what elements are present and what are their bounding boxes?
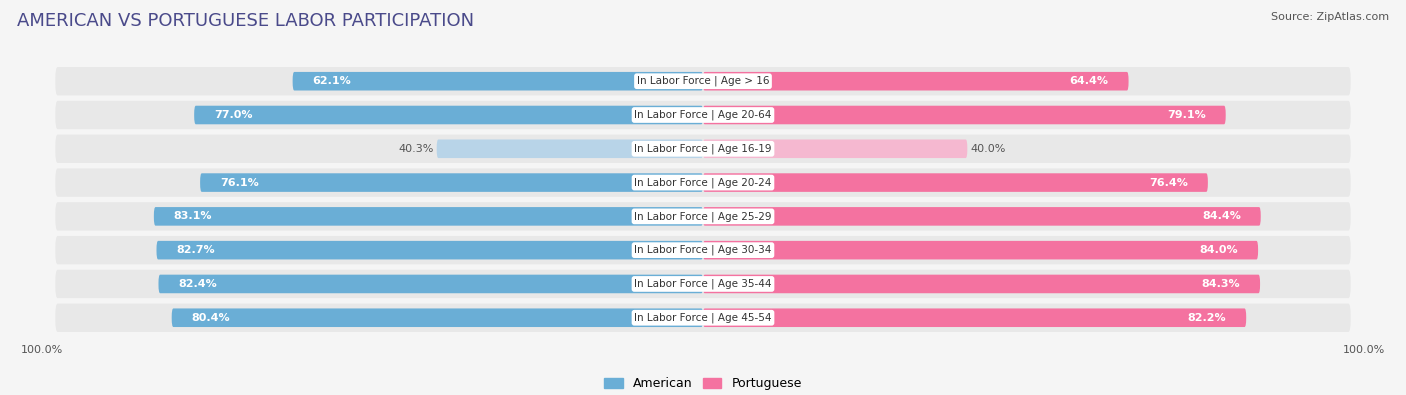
Text: 79.1%: 79.1% bbox=[1167, 110, 1206, 120]
FancyBboxPatch shape bbox=[200, 173, 703, 192]
Text: 40.0%: 40.0% bbox=[970, 144, 1007, 154]
FancyBboxPatch shape bbox=[292, 72, 703, 90]
Text: In Labor Force | Age 25-29: In Labor Force | Age 25-29 bbox=[634, 211, 772, 222]
FancyBboxPatch shape bbox=[703, 72, 1129, 90]
Text: 62.1%: 62.1% bbox=[312, 76, 352, 86]
FancyBboxPatch shape bbox=[703, 241, 1258, 260]
FancyBboxPatch shape bbox=[194, 106, 703, 124]
Text: 83.1%: 83.1% bbox=[174, 211, 212, 221]
Legend: American, Portuguese: American, Portuguese bbox=[599, 372, 807, 395]
FancyBboxPatch shape bbox=[703, 139, 967, 158]
Text: 82.7%: 82.7% bbox=[176, 245, 215, 255]
FancyBboxPatch shape bbox=[703, 275, 1260, 293]
Text: 77.0%: 77.0% bbox=[214, 110, 253, 120]
FancyBboxPatch shape bbox=[703, 308, 1246, 327]
Text: In Labor Force | Age 45-54: In Labor Force | Age 45-54 bbox=[634, 312, 772, 323]
FancyBboxPatch shape bbox=[55, 101, 1351, 129]
Text: 84.3%: 84.3% bbox=[1202, 279, 1240, 289]
FancyBboxPatch shape bbox=[55, 168, 1351, 197]
Text: 84.0%: 84.0% bbox=[1199, 245, 1239, 255]
Text: In Labor Force | Age 20-24: In Labor Force | Age 20-24 bbox=[634, 177, 772, 188]
FancyBboxPatch shape bbox=[703, 106, 1226, 124]
FancyBboxPatch shape bbox=[55, 202, 1351, 231]
Text: 76.4%: 76.4% bbox=[1149, 178, 1188, 188]
Text: 40.3%: 40.3% bbox=[398, 144, 433, 154]
FancyBboxPatch shape bbox=[55, 236, 1351, 264]
FancyBboxPatch shape bbox=[55, 135, 1351, 163]
Text: 64.4%: 64.4% bbox=[1070, 76, 1109, 86]
FancyBboxPatch shape bbox=[437, 139, 703, 158]
FancyBboxPatch shape bbox=[156, 241, 703, 260]
FancyBboxPatch shape bbox=[153, 207, 703, 226]
FancyBboxPatch shape bbox=[55, 67, 1351, 96]
FancyBboxPatch shape bbox=[55, 270, 1351, 298]
Text: In Labor Force | Age > 16: In Labor Force | Age > 16 bbox=[637, 76, 769, 87]
Text: 80.4%: 80.4% bbox=[191, 313, 231, 323]
Text: In Labor Force | Age 20-64: In Labor Force | Age 20-64 bbox=[634, 110, 772, 120]
Text: 82.4%: 82.4% bbox=[179, 279, 217, 289]
Text: 76.1%: 76.1% bbox=[219, 178, 259, 188]
FancyBboxPatch shape bbox=[159, 275, 703, 293]
Text: In Labor Force | Age 16-19: In Labor Force | Age 16-19 bbox=[634, 143, 772, 154]
FancyBboxPatch shape bbox=[55, 303, 1351, 332]
Text: In Labor Force | Age 30-34: In Labor Force | Age 30-34 bbox=[634, 245, 772, 256]
FancyBboxPatch shape bbox=[703, 207, 1261, 226]
Text: 82.2%: 82.2% bbox=[1188, 313, 1226, 323]
FancyBboxPatch shape bbox=[172, 308, 703, 327]
Text: 84.4%: 84.4% bbox=[1202, 211, 1241, 221]
Text: Source: ZipAtlas.com: Source: ZipAtlas.com bbox=[1271, 12, 1389, 22]
Text: AMERICAN VS PORTUGUESE LABOR PARTICIPATION: AMERICAN VS PORTUGUESE LABOR PARTICIPATI… bbox=[17, 12, 474, 30]
Text: In Labor Force | Age 35-44: In Labor Force | Age 35-44 bbox=[634, 279, 772, 289]
FancyBboxPatch shape bbox=[703, 173, 1208, 192]
